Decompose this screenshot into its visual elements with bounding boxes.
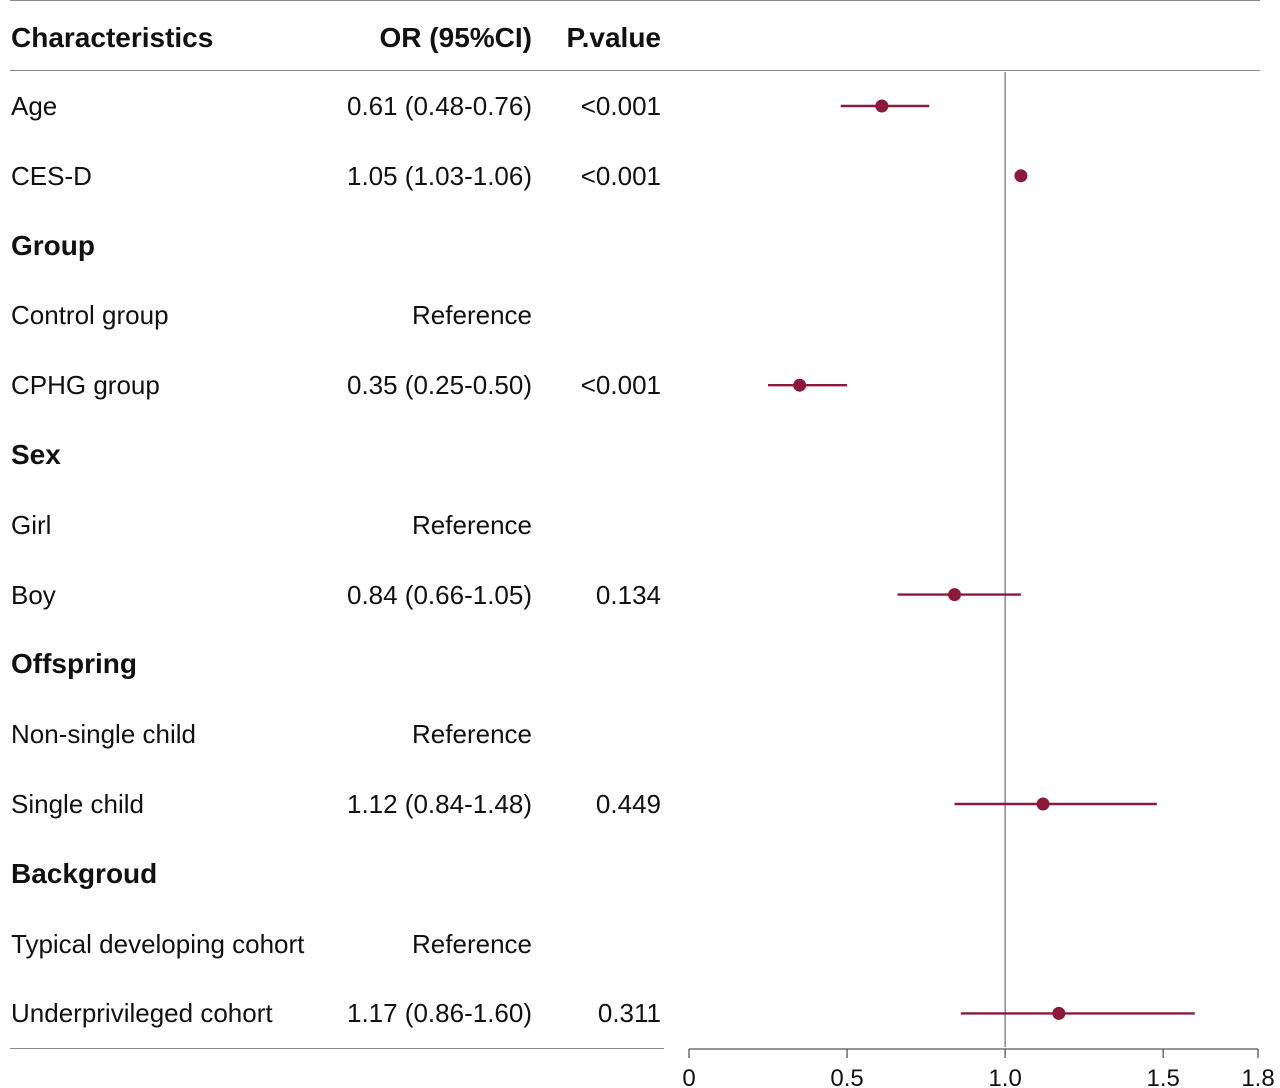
- group-heading: Backgroud: [11, 857, 158, 889]
- or-point: [1052, 1006, 1066, 1020]
- row-label: CPHG group: [11, 370, 160, 401]
- group-heading: Sex: [11, 439, 61, 470]
- bottom-rule: [10, 1048, 664, 1049]
- row-label: Typical developing cohort: [11, 928, 305, 959]
- row-label: Non-single child: [11, 719, 196, 750]
- row-label: Girl: [11, 509, 52, 540]
- row-or-ci: 1.17 (0.86-1.60): [346, 998, 532, 1029]
- row-label: Age: [11, 91, 58, 121]
- row-label: Underprivileged cohort: [11, 998, 273, 1029]
- group-heading: Group: [11, 229, 95, 261]
- row-or-ci: Reference: [412, 719, 532, 750]
- row-pvalue: <0.001: [580, 160, 661, 191]
- row-pvalue: 0.134: [595, 579, 661, 610]
- x-tick-label: 0: [682, 1065, 695, 1088]
- header-rule: [10, 70, 1260, 71]
- or-point: [948, 588, 962, 602]
- group-heading: Offspring: [11, 648, 137, 680]
- or-point: [1036, 797, 1050, 811]
- row-pvalue: <0.001: [580, 91, 661, 121]
- x-tick-label: 1.8: [1241, 1065, 1274, 1088]
- x-tick-label: 0.5: [830, 1065, 863, 1088]
- or-point: [1014, 169, 1028, 183]
- row-label: Single child: [11, 789, 144, 819]
- header-pvalue: P.value: [566, 22, 661, 53]
- row-or-ci: 0.35 (0.25-0.50): [346, 370, 532, 401]
- x-tick-label: 1.5: [1146, 1065, 1179, 1088]
- x-tick-label: 1.0: [988, 1065, 1021, 1088]
- row-or-ci: 1.12 (0.84-1.48): [346, 789, 532, 819]
- row-or-ci: Reference: [412, 509, 532, 540]
- row-or-ci: 1.05 (1.03-1.06): [346, 160, 532, 191]
- row-or-ci: 0.61 (0.48-0.76): [346, 91, 532, 121]
- or-point: [793, 378, 807, 392]
- row-label: Control group: [11, 300, 169, 331]
- header-or: OR (95%CI): [379, 22, 532, 53]
- row-label: Boy: [11, 579, 56, 610]
- header-characteristics: Characteristics: [11, 22, 214, 53]
- row-label: CES-D: [11, 160, 92, 191]
- row-or-ci: 0.84 (0.66-1.05): [346, 579, 532, 610]
- row-or-ci: Reference: [412, 300, 532, 331]
- top-rule: [10, 0, 1260, 1]
- row-pvalue: 0.449: [595, 789, 661, 819]
- row-pvalue: <0.001: [580, 370, 661, 401]
- row-or-ci: Reference: [412, 928, 532, 959]
- or-point: [875, 99, 889, 113]
- row-pvalue: 0.311: [597, 998, 661, 1029]
